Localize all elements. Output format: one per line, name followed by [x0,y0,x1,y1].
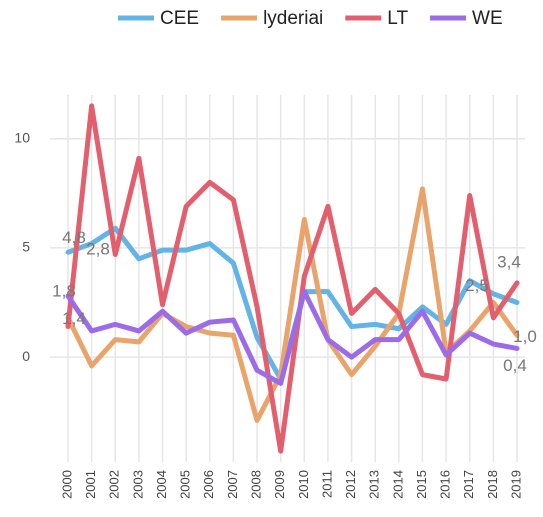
data-label: 2,5 [465,276,489,295]
data-label: 2,8 [86,239,110,258]
series-line [65,186,520,423]
legend-label: CEE [160,8,199,29]
data-label: 3,4 [497,252,521,271]
data-label: 1,0 [513,327,537,346]
data-label: 1,8 [52,281,76,300]
x-tick-label: 2014 [390,470,405,499]
x-tick-label: 2017 [461,470,476,499]
legend-label: LT [387,8,408,29]
x-tick-label: 2012 [343,470,358,499]
x-tick-label: 2018 [485,470,500,499]
x-tick-label: 2008 [248,470,263,499]
data-label: 0,4 [503,356,527,375]
x-tick-label: 2010 [296,470,311,499]
x-tick-label: 2003 [130,470,145,499]
x-tick-label: 2000 [59,470,74,499]
x-tick-label: 2016 [438,470,453,499]
x-tick-label: 2007 [225,470,240,499]
y-tick-label: 5 [22,239,30,255]
data-label: 4,8 [62,228,86,247]
x-tick-label: 2019 [508,470,523,499]
x-tick-label: 2005 [178,470,193,499]
x-tick-label: 2001 [83,470,98,499]
x-tick-label: 2006 [201,470,216,499]
x-tick-label: 2013 [367,470,382,499]
series-line [65,289,520,386]
y-tick-label: 0 [22,348,30,364]
x-tick-label: 2004 [154,470,169,499]
data-label: 1,4 [62,309,86,328]
x-tick-label: 2015 [414,470,429,499]
y-tick-label: 10 [14,129,30,145]
x-tick-label: 2009 [272,470,287,499]
legend-label: lyderiai [263,8,323,29]
x-tick-label: 2011 [319,470,334,498]
x-tick-label: 2002 [107,470,122,499]
series-line [65,103,520,454]
legend-label: WE [472,8,503,29]
